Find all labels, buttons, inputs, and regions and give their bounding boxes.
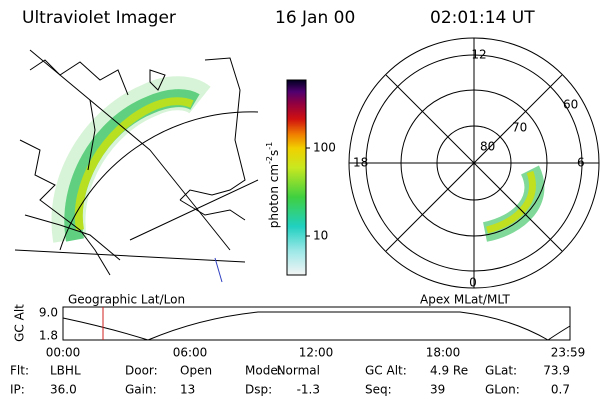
colorbar-tick-label: 10 [313, 229, 328, 243]
mlt-label: 12 [471, 48, 486, 62]
title: Ultraviolet Imager [22, 8, 176, 28]
field-value: 13 [180, 383, 195, 397]
field-value: 39 [430, 383, 445, 397]
date: 16 Jan 00 [275, 8, 355, 28]
field-label: Dsp: [245, 383, 272, 397]
field-value: 4.9 Re [430, 364, 468, 378]
alt-xtick: 18:00 [426, 346, 461, 360]
field-value: 73.9 [543, 364, 570, 378]
field-label: GC Alt: [365, 364, 407, 378]
field-label: Mode: [245, 364, 282, 378]
alt-xtick: 00:00 [46, 346, 81, 360]
alt-xtick: 23:59 [551, 346, 586, 360]
alt-ytick: 1.8 [39, 329, 58, 343]
field-value: -1.3 [297, 383, 320, 397]
field-label: GLon: [485, 383, 520, 397]
lat-label: 70 [512, 121, 527, 135]
field-label: Door: [125, 364, 158, 378]
field-value: Open [180, 364, 212, 378]
field-label: Seq: [365, 383, 392, 397]
alt-ylabel: GC Alt [13, 304, 27, 342]
alt-xtick: 12:00 [299, 346, 334, 360]
polar-plot [348, 37, 600, 289]
field-value: Normal [277, 364, 320, 378]
time: 02:01:14 UT [430, 8, 535, 28]
field-label: Gain: [125, 383, 157, 397]
field-label: GLat: [485, 364, 517, 378]
lat-label: 60 [563, 98, 578, 112]
colorbar-label: photon cm-2s-1 [265, 142, 281, 229]
footer: Flt: LBHL Door: Open Mode:Normal GC Alt: 4.9 R… [10, 364, 570, 397]
alt-ytick: 9.0 [39, 306, 58, 320]
right-caption: Apex MLat/MLT [420, 293, 510, 307]
altitude-plot [62, 306, 571, 341]
field-value: 36.0 [50, 383, 77, 397]
colorbar [286, 79, 307, 276]
colorbar-tick-label: 100 [313, 141, 336, 155]
mlt-label: 18 [353, 156, 368, 170]
geographic-map [14, 49, 259, 283]
alt-xtick: 06:00 [173, 346, 208, 360]
field-value: LBHL [50, 364, 81, 378]
mlt-label: 0 [469, 276, 477, 290]
field-value: 0.7 [551, 383, 570, 397]
left-caption: Geographic Lat/Lon [68, 293, 185, 307]
field-label: IP: [10, 383, 25, 397]
lat-label: 80 [480, 140, 495, 154]
mlt-label: 6 [577, 156, 585, 170]
field-label: Flt: [10, 364, 29, 378]
